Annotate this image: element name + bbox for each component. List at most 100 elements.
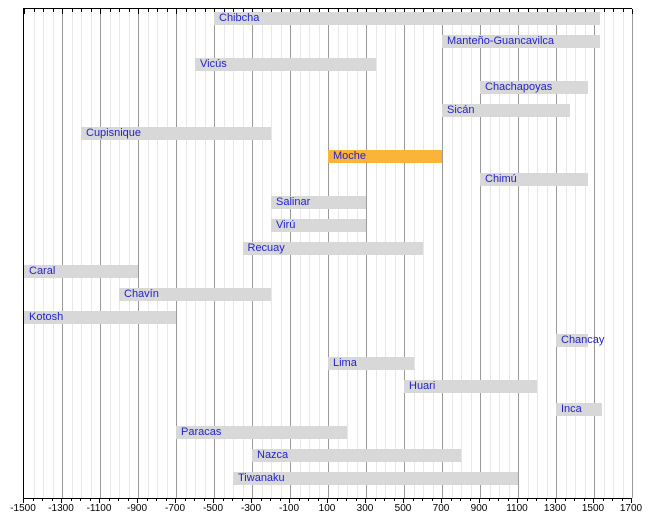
culture-label[interactable]: Cupisnique bbox=[86, 127, 142, 139]
minor-tick-top bbox=[490, 9, 491, 12]
major-tick-top bbox=[442, 9, 443, 14]
minor-tick-top bbox=[91, 9, 92, 12]
timeline-bar: Nazca bbox=[252, 449, 461, 462]
minor-tick-top bbox=[423, 9, 424, 12]
x-axis-tick-label: 300 bbox=[356, 503, 374, 514]
timeline-bar: Kotosh bbox=[24, 311, 176, 324]
x-axis: -1500 -1300 -1100 -900 -700 -500 -300 -100 100 30… bbox=[10, 498, 642, 522]
culture-label[interactable]: Caral bbox=[29, 265, 56, 277]
culture-label[interactable]: Manteño-Guancavilca bbox=[447, 35, 555, 47]
major-tick-bottom bbox=[631, 498, 632, 503]
timeline-bar: Chibcha bbox=[214, 12, 600, 25]
culture-label[interactable]: Virú bbox=[276, 219, 296, 231]
major-tick-top bbox=[594, 9, 595, 14]
x-axis-tick-label: 100 bbox=[318, 503, 336, 514]
culture-label[interactable]: Tiwanaku bbox=[238, 472, 285, 484]
minor-tick-top bbox=[224, 9, 225, 12]
minor-gridline bbox=[423, 9, 424, 498]
culture-label[interactable]: Salinar bbox=[276, 196, 311, 208]
minor-tick-bottom bbox=[536, 498, 537, 501]
minor-tick-top bbox=[395, 9, 396, 12]
major-tick-top bbox=[632, 9, 633, 14]
minor-tick-bottom bbox=[147, 498, 148, 501]
culture-label[interactable]: Chavín bbox=[124, 288, 159, 300]
minor-gridline bbox=[167, 9, 168, 498]
timeline-bar: Lima bbox=[328, 357, 414, 370]
culture-label[interactable]: Lima bbox=[333, 357, 357, 369]
timeline-bar: Caral bbox=[24, 265, 138, 278]
culture-label[interactable]: Chimú bbox=[485, 173, 517, 185]
minor-tick-bottom bbox=[470, 498, 471, 501]
major-gridline bbox=[100, 9, 101, 498]
culture-label[interactable]: Moche bbox=[333, 150, 367, 162]
minor-gridline bbox=[509, 9, 510, 498]
x-axis-tick-label: -700 bbox=[164, 503, 186, 514]
minor-tick-top bbox=[53, 9, 54, 12]
culture-label[interactable]: Paracas bbox=[181, 426, 222, 438]
minor-tick-bottom bbox=[574, 498, 575, 501]
major-tick-top bbox=[404, 9, 405, 14]
minor-tick-top bbox=[309, 9, 310, 12]
minor-tick-bottom bbox=[384, 498, 385, 501]
x-axis-tick-label: 1700 bbox=[619, 503, 643, 514]
minor-gridline bbox=[110, 9, 111, 498]
culture-label[interactable]: Huari bbox=[409, 380, 436, 392]
major-gridline bbox=[480, 9, 481, 498]
minor-tick-top bbox=[414, 9, 415, 12]
minor-tick-bottom bbox=[280, 498, 281, 501]
culture-label[interactable]: Chibcha bbox=[219, 12, 260, 24]
minor-tick-bottom bbox=[185, 498, 186, 501]
minor-tick-bottom bbox=[584, 498, 585, 501]
minor-tick-top bbox=[566, 9, 567, 12]
minor-tick-bottom bbox=[270, 498, 271, 501]
minor-tick-top bbox=[461, 9, 462, 12]
minor-tick-top bbox=[129, 9, 130, 12]
x-axis-tick-label: -500 bbox=[202, 503, 224, 514]
timeline-bar: Manteño-Guancavilca bbox=[442, 35, 600, 48]
minor-tick-top bbox=[72, 9, 73, 12]
minor-tick-bottom bbox=[318, 498, 319, 501]
minor-tick-top bbox=[604, 9, 605, 12]
major-gridline bbox=[632, 9, 633, 498]
minor-tick-top bbox=[452, 9, 453, 12]
culture-label[interactable]: Chachapoyas bbox=[485, 81, 553, 93]
minor-gridline bbox=[43, 9, 44, 498]
minor-tick-bottom bbox=[413, 498, 414, 501]
culture-label[interactable]: Vicús bbox=[200, 58, 227, 70]
minor-tick-bottom bbox=[432, 498, 433, 501]
minor-tick-top bbox=[271, 9, 272, 12]
minor-tick-bottom bbox=[508, 498, 509, 501]
culture-label[interactable]: Nazca bbox=[257, 449, 289, 461]
major-tick-bottom bbox=[23, 498, 24, 503]
major-tick-top bbox=[556, 9, 557, 14]
timeline-bar: Paracas bbox=[176, 426, 347, 439]
minor-tick-bottom bbox=[565, 498, 566, 501]
minor-gridline bbox=[585, 9, 586, 498]
timeline-bar: Inca bbox=[556, 403, 602, 416]
major-tick-bottom bbox=[517, 498, 518, 503]
culture-label[interactable]: Kotosh bbox=[29, 311, 64, 323]
culture-label[interactable]: Sicán bbox=[447, 104, 475, 116]
minor-tick-bottom bbox=[622, 498, 623, 501]
culture-label[interactable]: Recuay bbox=[247, 242, 285, 254]
minor-tick-bottom bbox=[375, 498, 376, 501]
minor-gridline bbox=[452, 9, 453, 498]
minor-tick-bottom bbox=[612, 498, 613, 501]
timeline-bar: Cupisnique bbox=[81, 127, 271, 140]
major-tick-bottom bbox=[593, 498, 594, 503]
minor-tick-bottom bbox=[194, 498, 195, 501]
timeline-bar: Vicús bbox=[195, 58, 376, 71]
major-tick-top bbox=[480, 9, 481, 14]
minor-tick-top bbox=[81, 9, 82, 12]
major-tick-bottom bbox=[327, 498, 328, 503]
minor-tick-bottom bbox=[118, 498, 119, 501]
major-gridline bbox=[442, 9, 443, 498]
minor-tick-top bbox=[585, 9, 586, 12]
culture-label[interactable]: Chancay bbox=[561, 334, 605, 346]
major-tick-bottom bbox=[289, 498, 290, 503]
minor-tick-bottom bbox=[156, 498, 157, 501]
major-tick-top bbox=[290, 9, 291, 14]
timeline-bar: Recuay bbox=[242, 242, 423, 255]
minor-gridline bbox=[471, 9, 472, 498]
culture-label[interactable]: Inca bbox=[561, 403, 582, 415]
